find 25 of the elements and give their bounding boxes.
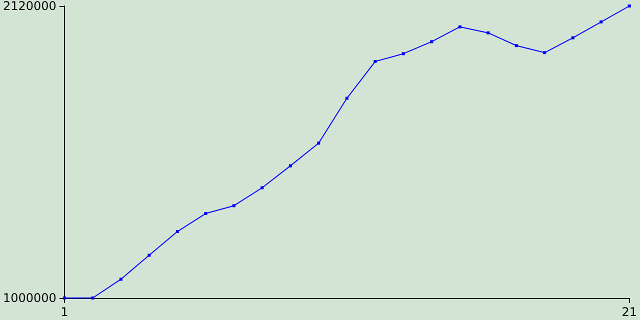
- point: [148, 254, 151, 257]
- point: [91, 296, 94, 300]
- point: [317, 142, 320, 145]
- point: [119, 278, 122, 281]
- point: [458, 25, 462, 28]
- x-tick-label: 21: [622, 305, 638, 319]
- point: [176, 230, 179, 234]
- point: [402, 52, 405, 56]
- point: [232, 204, 236, 208]
- x-tick-label: 1: [60, 305, 68, 319]
- point: [628, 4, 631, 8]
- point: [288, 164, 292, 168]
- point: [486, 31, 490, 34]
- point: [62, 296, 66, 300]
- point: [543, 51, 546, 54]
- point: [374, 60, 377, 64]
- point: [571, 36, 574, 40]
- point: [600, 20, 603, 24]
- point: [260, 186, 264, 190]
- point: [345, 96, 348, 100]
- point: [514, 44, 518, 48]
- point: [204, 212, 208, 216]
- y-tick-label: 1000000: [2, 291, 56, 305]
- point: [430, 40, 434, 44]
- y-tick-label: 2120000: [2, 0, 56, 13]
